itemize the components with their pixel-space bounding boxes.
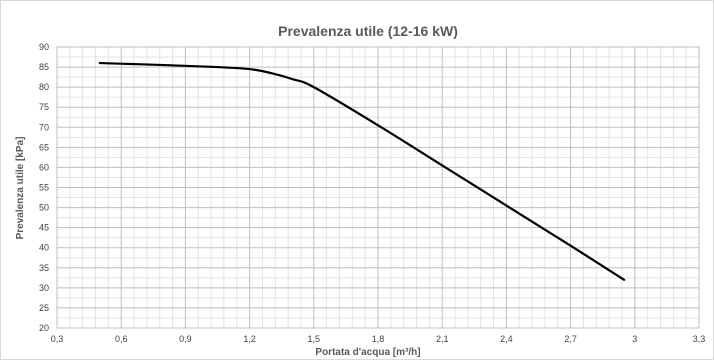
y-tick-label: 85 — [39, 62, 49, 72]
y-tick-label: 65 — [39, 142, 49, 152]
series-layer — [98, 61, 626, 281]
y-tick-label: 20 — [39, 323, 49, 333]
y-tick-labels: 20 25 30 35 40 45 50 55 60 65 70 75 80 85 90 — [39, 42, 49, 333]
y-tick-label: 70 — [39, 122, 49, 132]
y-tick-label: 50 — [39, 203, 49, 213]
x-tick-label: 3,3 — [693, 334, 706, 344]
x-tick-label: 1,8 — [372, 334, 385, 344]
series-line — [98, 61, 626, 281]
x-tick-label: 2,4 — [500, 334, 513, 344]
major-grid — [56, 46, 700, 329]
x-axis-title: Portata d'acqua [m³/h] — [315, 347, 420, 358]
y-tick-label: 35 — [39, 263, 49, 273]
y-tick-label: 45 — [39, 223, 49, 233]
x-tick-label: 3 — [632, 334, 637, 344]
x-tick-label: 1,2 — [243, 334, 256, 344]
chart-title: Prevalenza utile (12-16 kW) — [278, 23, 458, 39]
x-tick-label: 0,9 — [179, 334, 192, 344]
y-axis-title: Prevalenza utile [kPa] — [15, 137, 26, 240]
y-tick-label: 75 — [39, 102, 49, 112]
y-tick-label: 80 — [39, 82, 49, 92]
x-tick-labels: 0,3 0,6 0,9 1,2 1,5 1,8 2,1 2,4 2,7 3 3,3 — [51, 334, 706, 344]
x-tick-label: 0,6 — [115, 334, 128, 344]
x-tick-label: 1,5 — [308, 334, 321, 344]
y-tick-label: 90 — [39, 42, 49, 52]
x-tick-label: 0,3 — [51, 334, 64, 344]
y-tick-label: 55 — [39, 183, 49, 193]
x-tick-label: 2,7 — [564, 334, 577, 344]
y-tick-label: 60 — [39, 162, 49, 172]
y-tick-label: 30 — [39, 283, 49, 293]
y-tick-label: 40 — [39, 243, 49, 253]
y-tick-label: 25 — [39, 303, 49, 313]
x-tick-label: 2,1 — [436, 334, 449, 344]
plot-area-border — [56, 46, 700, 329]
